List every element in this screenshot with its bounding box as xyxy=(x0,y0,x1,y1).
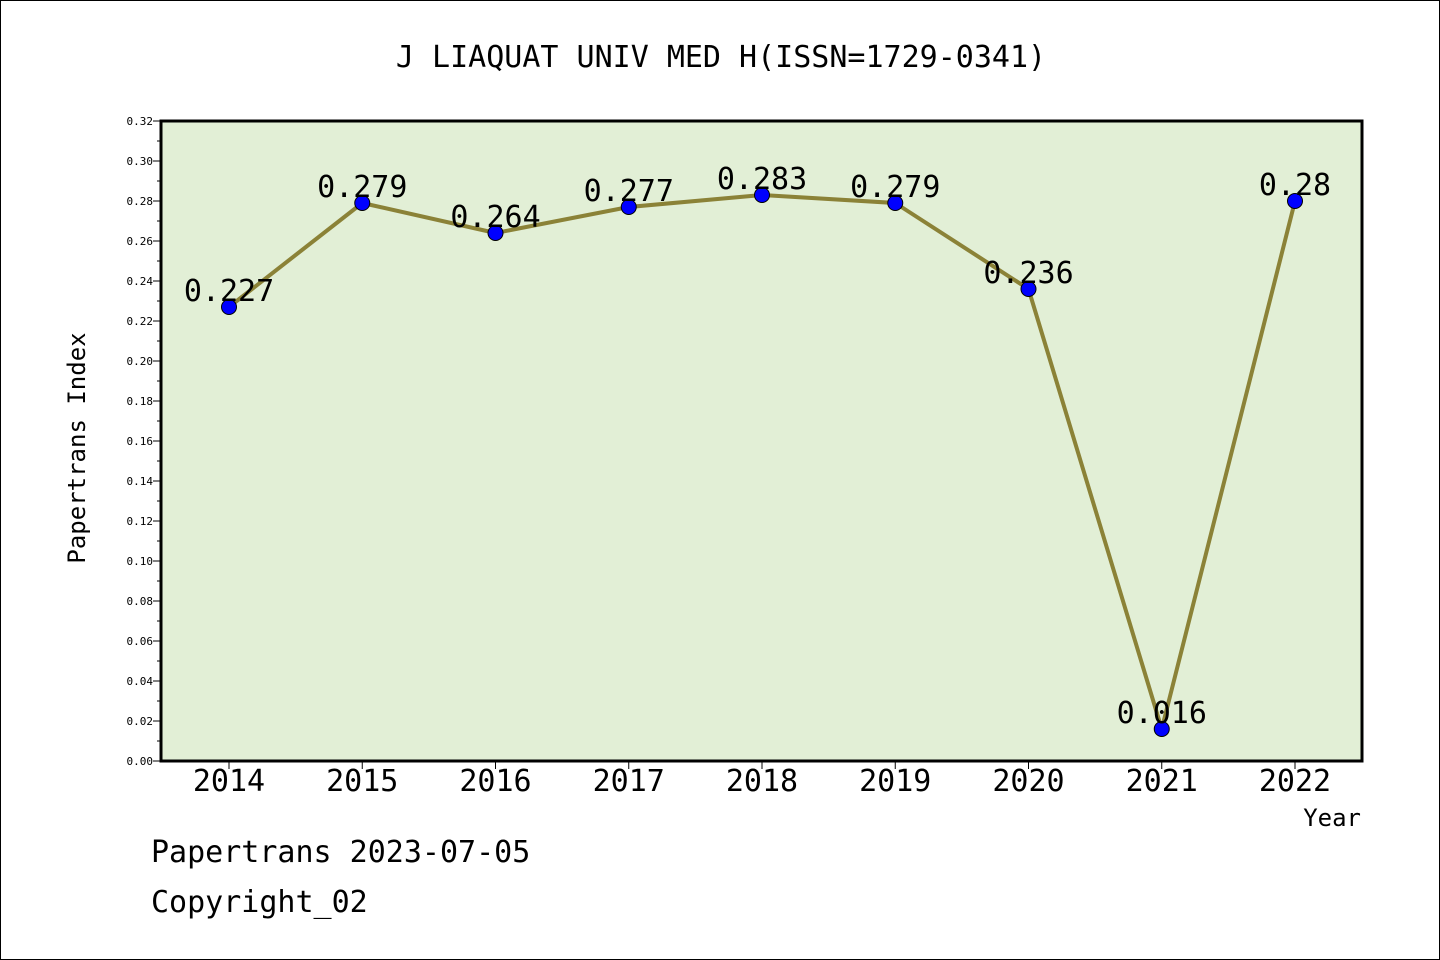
plot-area xyxy=(159,119,1364,763)
data-point xyxy=(620,199,637,215)
data-point xyxy=(1287,193,1303,209)
x-tick-label: 2020 xyxy=(992,764,1064,799)
data-point xyxy=(754,187,770,203)
x-tick-label: 2015 xyxy=(326,764,398,799)
y-tick-label: 0.26 xyxy=(127,235,154,248)
y-tick-label: 0.02 xyxy=(127,715,154,728)
data-label: 0.279 xyxy=(850,170,940,205)
y-tick-label: 0.10 xyxy=(127,555,154,568)
data-point xyxy=(887,195,904,211)
data-point xyxy=(221,299,237,315)
data-label: 0.227 xyxy=(184,274,274,309)
x-tick-label: 2021 xyxy=(1126,764,1198,799)
chart-title: J LIAQUAT UNIV MED H(ISSN=1729-0341) xyxy=(396,40,1046,75)
x-axis: 2014 2015 2016 2017 2018 2019 2020 2021 2022 xyxy=(193,761,1331,799)
y-tick-label: 0.22 xyxy=(127,315,154,328)
data-points xyxy=(221,187,1303,737)
data-point xyxy=(487,225,504,241)
data-label: 0.28 xyxy=(1259,168,1331,203)
y-tick-label: 0.08 xyxy=(127,595,154,608)
data-label: 0.279 xyxy=(317,170,407,205)
data-label: 0.264 xyxy=(450,200,540,235)
data-labels: 0.227 0.279 0.264 0.277 0.283 0.279 0.236 0.016… xyxy=(184,162,1331,731)
y-tick-label: 0.00 xyxy=(127,755,154,768)
footer-copyright: Copyright_02 xyxy=(151,885,368,920)
x-tick-label: 2018 xyxy=(726,764,798,799)
y-tick-label: 0.32 xyxy=(127,115,154,128)
x-tick-label: 2019 xyxy=(859,764,931,799)
y-axis: 0.00 0.02 0.04 0.06 0.08 0.10 0.12 0.14 0.16 0.18… xyxy=(127,115,161,768)
y-tick-label: 0.12 xyxy=(127,515,154,528)
data-label: 0.277 xyxy=(584,174,674,209)
y-tick-label: 0.16 xyxy=(127,435,154,448)
x-tick-label: 2017 xyxy=(593,764,665,799)
data-label: 0.016 xyxy=(1117,696,1207,731)
y-tick-label: 0.06 xyxy=(127,635,154,648)
x-tick-label: 2014 xyxy=(193,764,265,799)
y-tick-label: 0.04 xyxy=(127,675,154,688)
footer-source: Papertrans 2023-07-05 xyxy=(151,835,531,870)
x-tick-label: 2022 xyxy=(1259,764,1331,799)
data-point xyxy=(1020,281,1037,297)
x-axis-label: Year xyxy=(1303,804,1361,832)
data-point xyxy=(1153,721,1170,737)
data-label: 0.236 xyxy=(983,256,1073,291)
data-point xyxy=(354,195,371,211)
y-tick-label: 0.30 xyxy=(127,155,154,168)
y-tick-label: 0.24 xyxy=(127,275,154,288)
data-label: 0.283 xyxy=(717,162,807,197)
y-tick-label: 0.18 xyxy=(127,395,154,408)
y-tick-label: 0.20 xyxy=(127,355,154,368)
y-axis-label: Papertrans Index xyxy=(63,332,91,563)
y-tick-label: 0.14 xyxy=(127,475,154,488)
x-tick-label: 2016 xyxy=(459,764,531,799)
y-tick-label: 0.28 xyxy=(127,195,154,208)
